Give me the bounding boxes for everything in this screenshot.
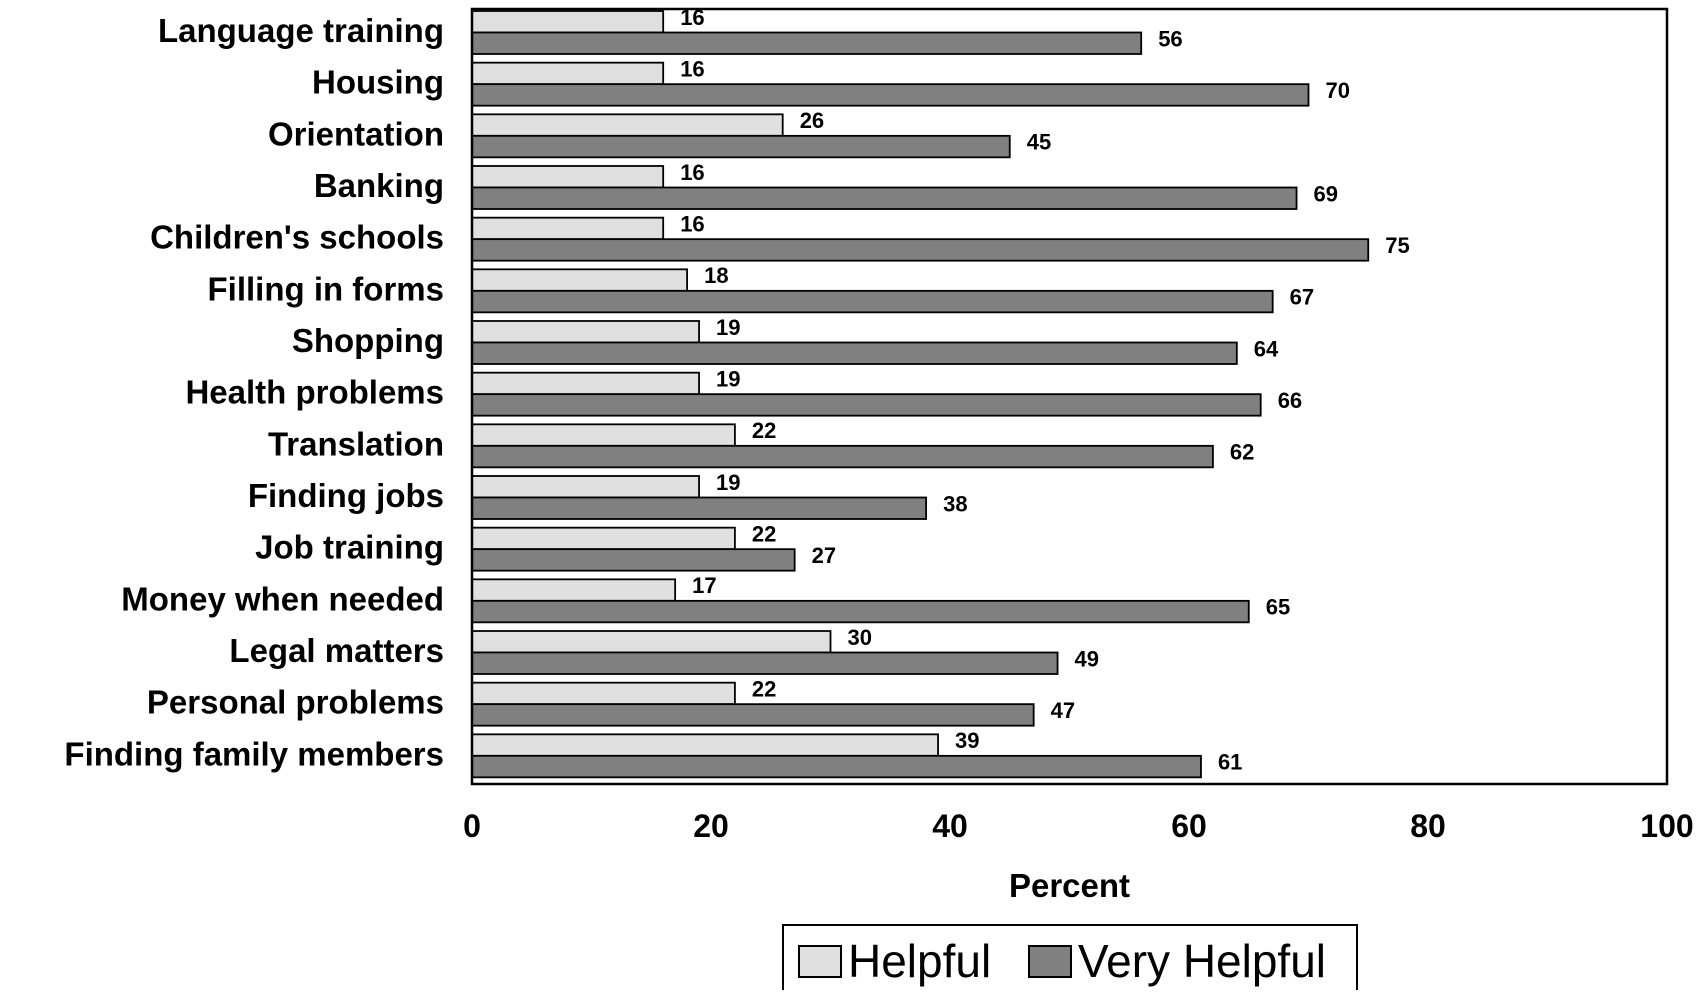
value-label-very-helpful-children-s-schools: 75 xyxy=(1385,233,1409,258)
bar-very-helpful-finding-family-members xyxy=(471,754,1202,779)
bar-very-helpful-shopping xyxy=(471,341,1238,365)
value-label-helpful-legal-matters: 30 xyxy=(848,625,872,650)
plot-frame xyxy=(470,7,1669,786)
value-label-very-helpful-personal-problems: 47 xyxy=(1051,698,1075,723)
x-tick-label-80: 80 xyxy=(1410,808,1446,844)
value-label-helpful-shopping: 19 xyxy=(716,315,740,340)
value-label-very-helpful-money-when-needed: 65 xyxy=(1266,595,1290,620)
value-label-helpful-health-problems: 19 xyxy=(716,366,740,391)
value-label-helpful-finding-jobs: 19 xyxy=(716,470,740,495)
x-tick-label-20: 20 xyxy=(693,808,729,844)
value-label-very-helpful-housing: 70 xyxy=(1326,78,1350,103)
x-tick-label-0: 0 xyxy=(463,808,481,844)
bars-layer xyxy=(471,10,1370,779)
bar-very-helpful-personal-problems xyxy=(471,703,1035,727)
value-label-helpful-filling-in-forms: 18 xyxy=(704,263,728,288)
bar-helpful-finding-family-members xyxy=(471,733,939,757)
category-label-translation: Translation xyxy=(268,425,444,462)
category-label-finding-jobs: Finding jobs xyxy=(248,477,444,514)
x-tick-label-40: 40 xyxy=(932,808,968,844)
bar-helpful-health-problems xyxy=(471,371,700,396)
value-label-very-helpful-health-problems: 66 xyxy=(1278,388,1302,413)
category-label-finding-family-members: Finding family members xyxy=(64,735,444,772)
value-label-very-helpful-shopping: 64 xyxy=(1254,336,1279,361)
bar-very-helpful-banking xyxy=(471,186,1298,210)
value-label-helpful-translation: 22 xyxy=(752,418,776,443)
bar-helpful-finding-jobs xyxy=(471,475,700,499)
x-tick-label-100: 100 xyxy=(1640,808,1693,844)
bar-helpful-housing xyxy=(471,61,665,86)
category-label-filling-in-forms: Filling in forms xyxy=(208,270,445,307)
category-label-legal-matters: Legal matters xyxy=(229,632,444,669)
value-label-very-helpful-job-training: 27 xyxy=(812,543,836,568)
value-label-helpful-money-when-needed: 17 xyxy=(692,573,716,598)
category-label-personal-problems: Personal problems xyxy=(147,684,444,721)
bar-very-helpful-filling-in-forms xyxy=(471,289,1274,314)
value-label-helpful-banking: 16 xyxy=(680,160,704,185)
bar-helpful-filling-in-forms xyxy=(471,268,689,292)
bar-very-helpful-legal-matters xyxy=(471,651,1059,675)
bar-very-helpful-housing xyxy=(471,83,1310,107)
category-label-orientation: Orientation xyxy=(268,115,444,152)
bar-very-helpful-language-training xyxy=(471,31,1143,55)
legend-swatch-very-helpful xyxy=(1028,945,1072,978)
x-tick-label-60: 60 xyxy=(1171,808,1207,844)
value-label-helpful-job-training: 22 xyxy=(752,521,776,546)
category-labels: Language training Housing Orientation Banki… xyxy=(64,12,444,772)
bar-very-helpful-finding-jobs xyxy=(471,496,928,520)
x-axis-title: Percent xyxy=(1009,867,1130,904)
bar-helpful-shopping xyxy=(471,320,700,344)
value-label-very-helpful-translation: 62 xyxy=(1230,440,1254,465)
category-label-money-when-needed: Money when needed xyxy=(121,580,444,617)
x-tick-labels: 0 20 40 60 80 100 xyxy=(463,808,1694,844)
legend-label-helpful: Helpful xyxy=(848,935,991,987)
legend: Helpful Very Helpful xyxy=(782,924,1358,995)
value-label-very-helpful-orientation: 45 xyxy=(1027,130,1051,155)
value-label-helpful-orientation: 26 xyxy=(800,108,824,133)
legend-swatch-helpful xyxy=(798,945,842,978)
bar-helpful-legal-matters xyxy=(471,630,832,654)
value-label-very-helpful-filling-in-forms: 67 xyxy=(1290,285,1314,310)
category-label-shopping: Shopping xyxy=(292,322,444,359)
category-label-banking: Banking xyxy=(314,167,444,204)
bar-helpful-translation xyxy=(471,423,736,447)
value-label-very-helpful-language-training: 56 xyxy=(1158,26,1182,51)
bar-very-helpful-orientation xyxy=(471,134,1011,159)
bar-helpful-job-training xyxy=(471,526,736,551)
bar-helpful-personal-problems xyxy=(471,681,736,706)
category-label-health-problems: Health problems xyxy=(185,374,444,411)
category-label-language-training: Language training xyxy=(158,12,444,49)
value-label-helpful-children-s-schools: 16 xyxy=(680,211,704,236)
bar-very-helpful-health-problems xyxy=(471,393,1262,417)
bar-very-helpful-job-training xyxy=(471,548,796,572)
bar-helpful-orientation xyxy=(471,113,784,137)
bar-helpful-language-training xyxy=(471,10,665,34)
bar-very-helpful-translation xyxy=(471,444,1214,469)
category-label-children-s-schools: Children's schools xyxy=(150,219,444,256)
value-label-helpful-personal-problems: 22 xyxy=(752,676,776,701)
bar-helpful-children-s-schools xyxy=(471,216,665,241)
value-label-very-helpful-banking: 69 xyxy=(1314,181,1338,206)
category-label-job-training: Job training xyxy=(255,529,444,566)
bar-helpful-banking xyxy=(471,165,665,189)
bar-helpful-money-when-needed xyxy=(471,578,677,602)
value-label-very-helpful-finding-jobs: 38 xyxy=(943,491,967,516)
value-label-very-helpful-legal-matters: 49 xyxy=(1075,646,1099,671)
bar-very-helpful-money-when-needed xyxy=(471,599,1250,624)
value-label-helpful-finding-family-members: 39 xyxy=(955,728,979,753)
value-label-helpful-housing: 16 xyxy=(680,56,704,81)
category-label-housing: Housing xyxy=(312,64,444,101)
value-label-very-helpful-finding-family-members: 61 xyxy=(1218,750,1242,775)
legend-label-very-helpful: Very Helpful xyxy=(1078,935,1326,987)
bar-very-helpful-children-s-schools xyxy=(471,238,1370,262)
value-labels: 1656167026451669167518671964196622621938… xyxy=(680,5,1410,775)
